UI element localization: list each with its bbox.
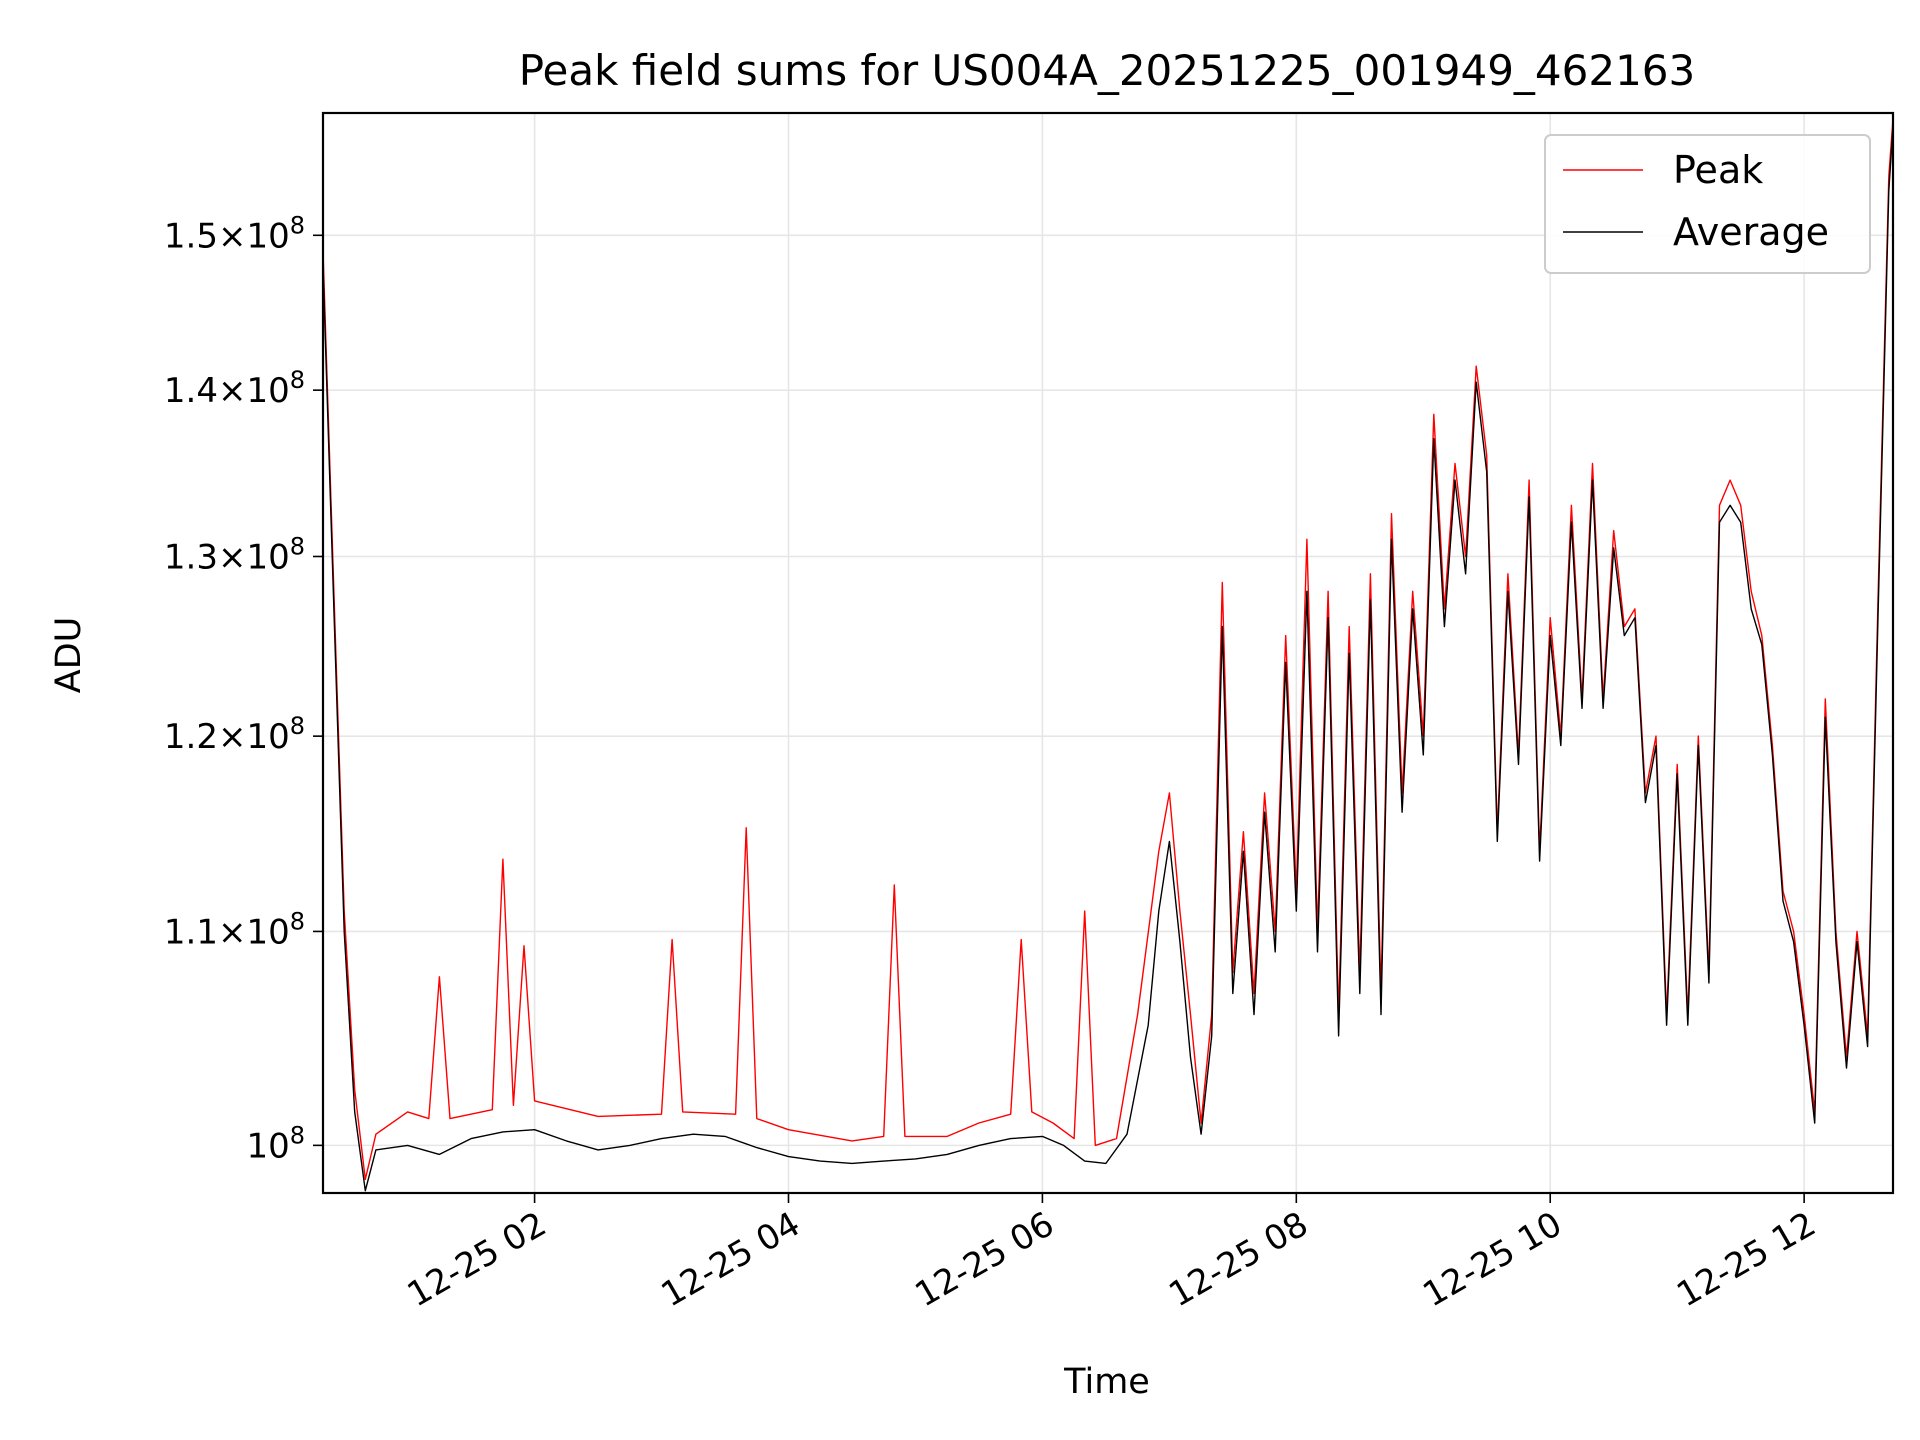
legend-label-average: Average (1673, 210, 1829, 254)
series-layer (323, 118, 1893, 1192)
legend-label-peak: Peak (1673, 148, 1763, 192)
y-tick-label: 108 (246, 1121, 305, 1166)
y-tick-exponent: 8 (290, 712, 305, 740)
legend: Peak Average (1544, 134, 1871, 274)
y-tick-exponent: 8 (290, 211, 305, 239)
y-tick-mantissa: 10 (246, 1126, 289, 1166)
y-tick-exponent: 8 (290, 532, 305, 560)
y-tick-mantissa: 1.3×10 (164, 537, 290, 577)
y-tick-label: 1.5×108 (164, 211, 305, 256)
y-tick-exponent: 8 (290, 1121, 305, 1149)
y-tick-exponent: 8 (290, 907, 305, 935)
y-tick-label: 1.4×108 (164, 366, 305, 411)
y-tick-label: 1.1×108 (164, 907, 305, 952)
y-tick-mantissa: 1.1×10 (164, 912, 290, 952)
y-tick-exponent: 8 (290, 366, 305, 394)
y-tick-label: 1.2×108 (164, 712, 305, 757)
series-line-average (323, 125, 1893, 1192)
plot-frame (321, 111, 1895, 1195)
y-tick-mantissa: 1.2×10 (164, 717, 290, 757)
grid (323, 113, 1893, 1193)
y-axis-label: ADU (49, 617, 89, 694)
x-axis-label: Time (1063, 1362, 1150, 1402)
y-tick-mantissa: 1.5×10 (164, 216, 290, 256)
y-tick-label: 1.3×108 (164, 532, 305, 577)
chart-title: Peak field sums for US004A_20251225_0019… (519, 46, 1696, 95)
y-tick-mantissa: 1.4×10 (164, 371, 290, 411)
